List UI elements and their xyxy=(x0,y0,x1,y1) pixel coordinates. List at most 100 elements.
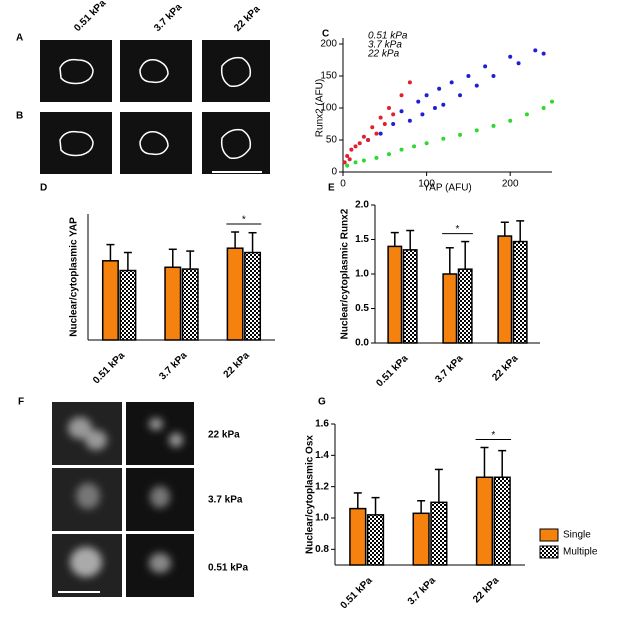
point xyxy=(424,93,429,98)
bar xyxy=(412,512,430,566)
x-tick-label: 100 xyxy=(418,179,435,190)
significance: * xyxy=(242,215,246,226)
point xyxy=(508,54,513,59)
point xyxy=(374,131,379,136)
point xyxy=(391,112,396,117)
bar xyxy=(430,501,448,566)
y-tick-label: 1.0 xyxy=(355,269,369,280)
significance: * xyxy=(456,224,460,235)
y-axis-label: Runx2 (AFU) xyxy=(315,79,326,137)
micrographs-f xyxy=(52,402,194,597)
point xyxy=(466,74,471,78)
x-tick-label: 0.51 kPa xyxy=(339,575,375,611)
stiffness-label: 0.51 kPa xyxy=(208,563,248,574)
point xyxy=(353,160,358,165)
point xyxy=(347,157,352,162)
bar xyxy=(349,507,367,566)
legend-swatch xyxy=(539,545,559,559)
panel-label: G xyxy=(318,397,326,408)
point xyxy=(474,83,479,88)
point xyxy=(441,136,446,141)
y-tick-label: 0 xyxy=(331,167,337,178)
point xyxy=(366,138,371,142)
legend-label: 0.51 kPa xyxy=(368,31,408,42)
bar xyxy=(493,476,511,566)
point xyxy=(391,122,396,126)
point xyxy=(550,99,554,104)
x-tick-label: 200 xyxy=(502,179,519,190)
point xyxy=(345,154,350,158)
legend-label: Multiple xyxy=(563,547,598,558)
panel-label: B xyxy=(16,111,23,122)
bar xyxy=(119,269,137,341)
y-tick-label: 0.0 xyxy=(355,338,369,349)
point xyxy=(370,125,375,130)
point xyxy=(533,48,538,53)
point xyxy=(483,64,488,69)
point xyxy=(437,86,442,91)
point xyxy=(349,147,354,152)
point xyxy=(491,74,496,78)
point xyxy=(524,112,529,117)
point xyxy=(399,147,404,152)
stiffness-label: 0.51 kPa xyxy=(72,0,108,34)
bar xyxy=(475,476,494,566)
y-axis-label: Nuclear/cytoplasmic Runx2 xyxy=(340,208,351,339)
bar xyxy=(226,247,244,341)
bar xyxy=(442,273,458,344)
legend-label: 22 kPa xyxy=(367,49,400,60)
point xyxy=(508,118,513,123)
y-tick-label: 1.4 xyxy=(315,450,329,461)
panel-label: E xyxy=(328,183,335,194)
y-tick-label: 2.0 xyxy=(355,200,369,211)
point xyxy=(541,51,546,56)
point xyxy=(382,122,387,126)
y-tick-label: 1.5 xyxy=(355,234,369,245)
significance: * xyxy=(491,430,495,441)
point xyxy=(516,61,521,66)
y-tick-label: 150 xyxy=(320,71,337,82)
bar xyxy=(244,251,262,341)
y-tick-label: 200 xyxy=(320,39,337,50)
point xyxy=(474,128,479,133)
panel-label: D xyxy=(40,183,47,194)
y-tick-label: 1.2 xyxy=(315,481,329,492)
x-tick-label: 3.7 kPa xyxy=(406,575,438,607)
point xyxy=(420,112,425,117)
bar xyxy=(101,260,119,341)
legend-swatch xyxy=(539,528,559,542)
y-tick-label: 0.5 xyxy=(355,303,369,314)
stiffness-label: 22 kPa xyxy=(232,3,262,33)
bar xyxy=(181,268,199,341)
point xyxy=(416,99,421,104)
x-axis-label: YAP (AFU) xyxy=(423,183,472,194)
point xyxy=(378,131,383,136)
bar xyxy=(512,240,528,344)
point xyxy=(441,102,446,107)
x-tick-label: 0.51 kPa xyxy=(374,353,410,389)
bar xyxy=(366,514,385,566)
x-tick-label: 22 kPa xyxy=(471,575,501,605)
point xyxy=(386,152,391,157)
y-axis-label: Nuclear/cytoplasmic Osx xyxy=(305,435,316,554)
panel-label: F xyxy=(18,397,24,408)
point xyxy=(361,134,366,139)
bar xyxy=(387,245,403,344)
point xyxy=(458,93,463,98)
point xyxy=(458,132,463,137)
y-tick-label: 1.0 xyxy=(315,513,329,524)
y-tick-label: 50 xyxy=(326,135,338,146)
x-tick-label: 22 kPa xyxy=(490,353,520,383)
point xyxy=(374,155,379,160)
x-tick-label: 22 kPa xyxy=(222,350,252,380)
point xyxy=(407,118,412,123)
y-axis-label: Nuclear/cytoplasmic YAP xyxy=(69,217,80,337)
stiffness-label: 3.7 kPa xyxy=(208,495,243,506)
x-tick-label: 0.51 kPa xyxy=(91,350,127,386)
point xyxy=(491,123,496,128)
y-tick-label: 100 xyxy=(320,103,337,114)
x-tick-label: 3.7 kPa xyxy=(157,350,189,382)
y-tick-label: 0.8 xyxy=(315,544,329,555)
point xyxy=(412,144,417,149)
